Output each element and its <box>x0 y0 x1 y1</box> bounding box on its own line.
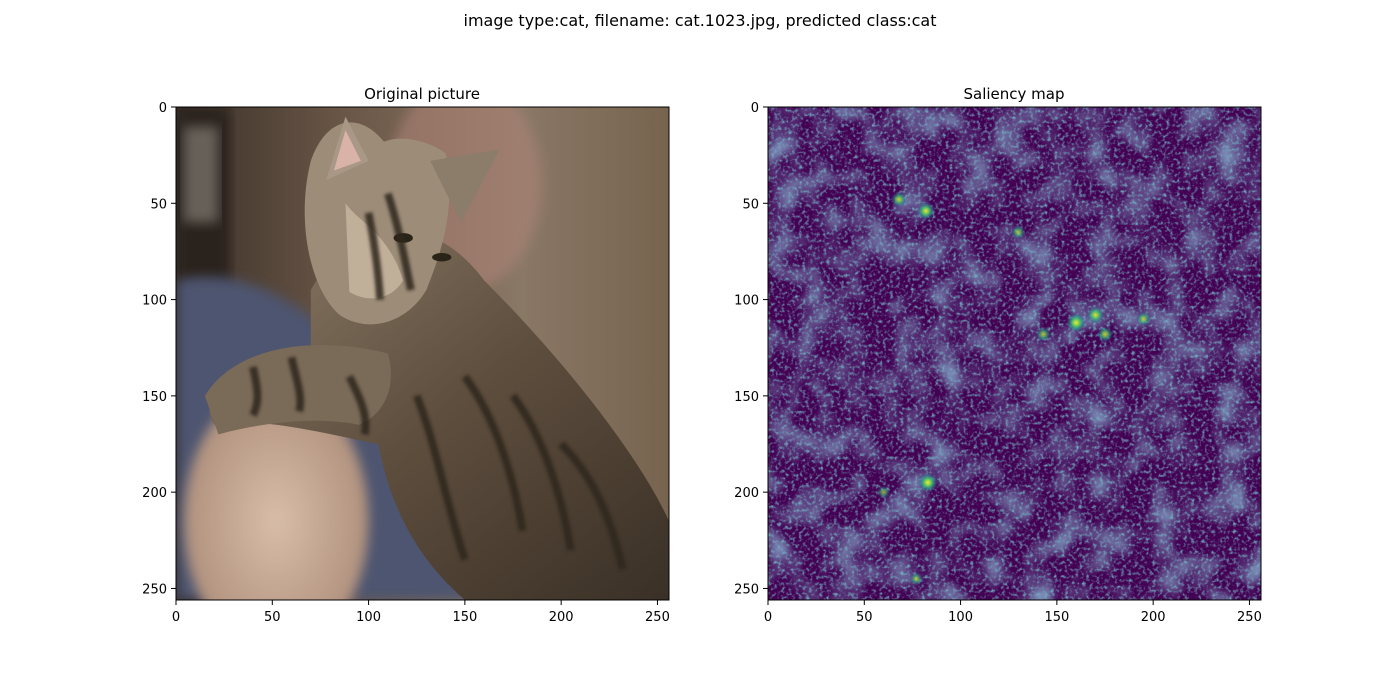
original-picture-xtick-label: 100 <box>356 610 381 625</box>
saliency-hotspot <box>1036 326 1051 342</box>
original-picture-ytick-label: 250 <box>142 582 167 597</box>
saliency-hotspot <box>877 485 890 499</box>
original-picture-ytick-label: 0 <box>159 101 167 116</box>
saliency-hotspot <box>891 191 907 208</box>
saliency-map-title: Saliency map <box>963 85 1064 103</box>
original-picture-frame <box>175 106 670 601</box>
original-picture-image <box>176 107 669 600</box>
saliency-hotspot <box>1086 306 1105 324</box>
original-picture-xtick-label: 50 <box>264 610 281 625</box>
original-picture-axes: Original picture <box>142 85 670 625</box>
original-picture-xtick-label: 250 <box>645 610 670 625</box>
original-picture-xtick-label: 0 <box>172 610 180 625</box>
saliency-hotspot <box>1066 313 1086 333</box>
saliency-map-xtick-label: 100 <box>948 610 973 625</box>
saliency-map-xtick-label: 0 <box>764 610 772 625</box>
saliency-map-ytick-label: 100 <box>734 294 759 309</box>
original-picture-xtick-label: 200 <box>549 610 574 625</box>
saliency-hotspot <box>1011 225 1026 240</box>
original-picture-ytick-label: 200 <box>142 486 167 501</box>
original-picture-ytick-label: 150 <box>142 390 167 405</box>
original-picture-title: Original picture <box>364 85 480 103</box>
original-picture-ytick-label: 100 <box>142 294 167 309</box>
saliency-hotspot <box>909 572 924 586</box>
saliency-map-xtick-label: 200 <box>1141 610 1166 625</box>
saliency-map-ytick-label: 250 <box>734 582 759 597</box>
saliency-map-axes: Saliency map <box>734 85 1262 625</box>
saliency-map-ytick-label: 200 <box>734 486 759 501</box>
saliency-hotspot <box>1136 311 1151 327</box>
saliency-map-frame <box>767 106 1262 601</box>
saliency-hotspot <box>918 472 938 493</box>
saliency-map-xtick-label: 150 <box>1044 610 1069 625</box>
saliency-map-ytick-label: 150 <box>734 390 759 405</box>
original-picture-xtick-label: 150 <box>452 610 477 625</box>
saliency-hotspot <box>916 201 935 221</box>
saliency-hotspot <box>1097 326 1113 343</box>
figure-suptitle: image type:cat, filename: cat.1023.jpg, … <box>464 11 937 30</box>
saliency-map-ytick-label: 50 <box>742 197 759 212</box>
saliency-map-ytick-label: 0 <box>751 101 759 116</box>
saliency-map-image <box>768 107 1261 600</box>
original-picture-ytick-label: 50 <box>150 197 167 212</box>
saliency-map-xtick-label: 250 <box>1237 610 1262 625</box>
saliency-map-xtick-label: 50 <box>856 610 873 625</box>
